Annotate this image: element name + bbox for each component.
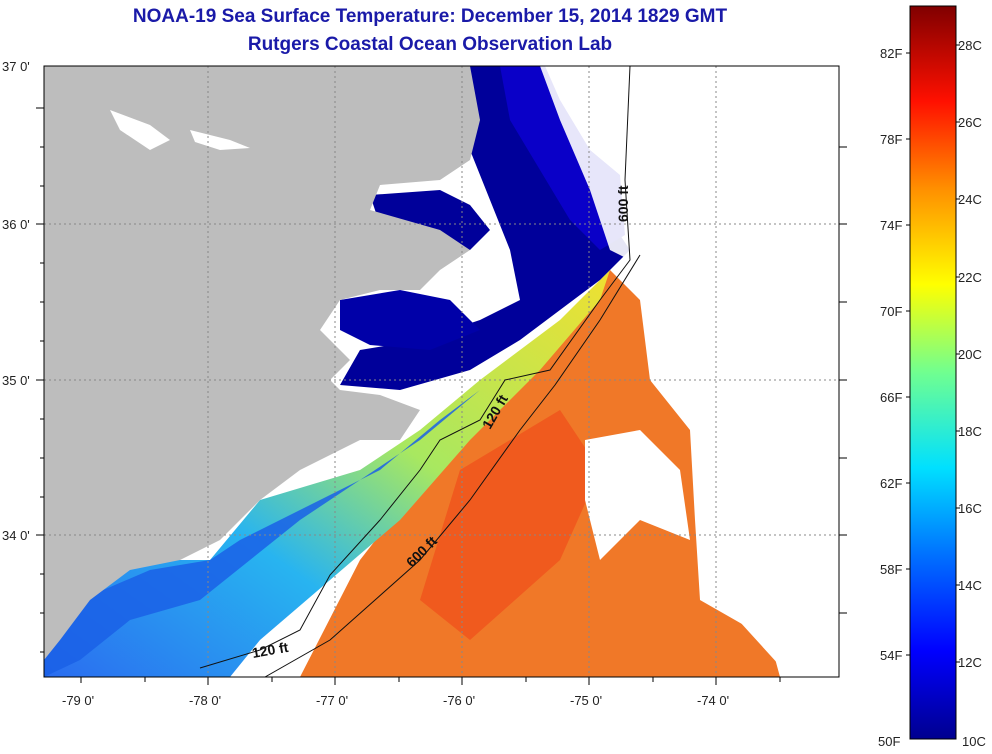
colorbar-f-label: 70F — [880, 304, 902, 319]
colorbar-c-label: 12C — [958, 655, 982, 670]
colorbar-f-label: 66F — [880, 390, 902, 405]
colorbar-f-label: 50F — [878, 734, 900, 749]
colorbar-ticks — [906, 44, 960, 663]
map-subtitle: Rutgers Coastal Ocean Observation Lab — [247, 34, 613, 55]
lon-label: -75 0' — [570, 693, 602, 708]
graticule — [44, 66, 839, 677]
cloud-patch — [700, 520, 839, 677]
colorbar-c-label: 28C — [958, 38, 982, 53]
colorbar-f-label: 82F — [880, 46, 902, 61]
contour-600ft — [264, 254, 641, 677]
lat-label: 36 0' — [2, 217, 30, 232]
cloud-north — [540, 66, 630, 260]
inland-lake — [110, 110, 170, 150]
contour-label: 600 ft — [615, 185, 631, 222]
colorbar-c-label: 10C — [962, 734, 986, 749]
warm-core — [420, 410, 600, 640]
lat-label: 35 0' — [2, 373, 30, 388]
lon-label: -79 0' — [62, 693, 94, 708]
colorbar-f-label: 78F — [880, 132, 902, 147]
map-title: NOAA-19 Sea Surface Temperature: Decembe… — [132, 6, 728, 27]
lat-label: 34 0' — [2, 528, 30, 543]
colorbar-c-label: 26C — [958, 115, 982, 130]
colorbar-f-label: 62F — [880, 476, 902, 491]
contour-label: 120 ft — [251, 639, 290, 661]
colorbar-f-label: 74F — [880, 218, 902, 233]
cloud-patch — [585, 430, 690, 560]
colorbar-c-label: 24C — [958, 192, 982, 207]
colorbar-f-label: 54F — [880, 648, 902, 663]
lat-label: 37 0' — [2, 59, 30, 74]
contour-120ft — [199, 66, 631, 669]
nearshore-cool-water — [44, 390, 480, 677]
colorbar-f-label: 58F — [880, 562, 902, 577]
colorbar-c-label: 22C — [958, 270, 982, 285]
colorbar-c-label: 16C — [958, 501, 982, 516]
cold-coastal-water — [340, 66, 630, 390]
lon-label: -74 0' — [697, 693, 729, 708]
lon-label: -78 0' — [189, 693, 221, 708]
pamlico-sound — [340, 290, 480, 350]
colorbar-c-label: 18C — [958, 424, 982, 439]
cold-shelf-north — [500, 66, 625, 250]
axis-ticks — [36, 107, 847, 685]
lon-label: -76 0' — [443, 693, 475, 708]
lon-label: -77 0' — [316, 693, 348, 708]
land-north-carolina — [44, 66, 480, 660]
colorbar-c-label: 20C — [958, 347, 982, 362]
map-frame — [43, 65, 840, 678]
inland-lake — [190, 130, 250, 150]
colorbar-c-label: 14C — [958, 578, 982, 593]
colorbar — [909, 5, 957, 740]
albemarle-sound — [370, 190, 490, 250]
